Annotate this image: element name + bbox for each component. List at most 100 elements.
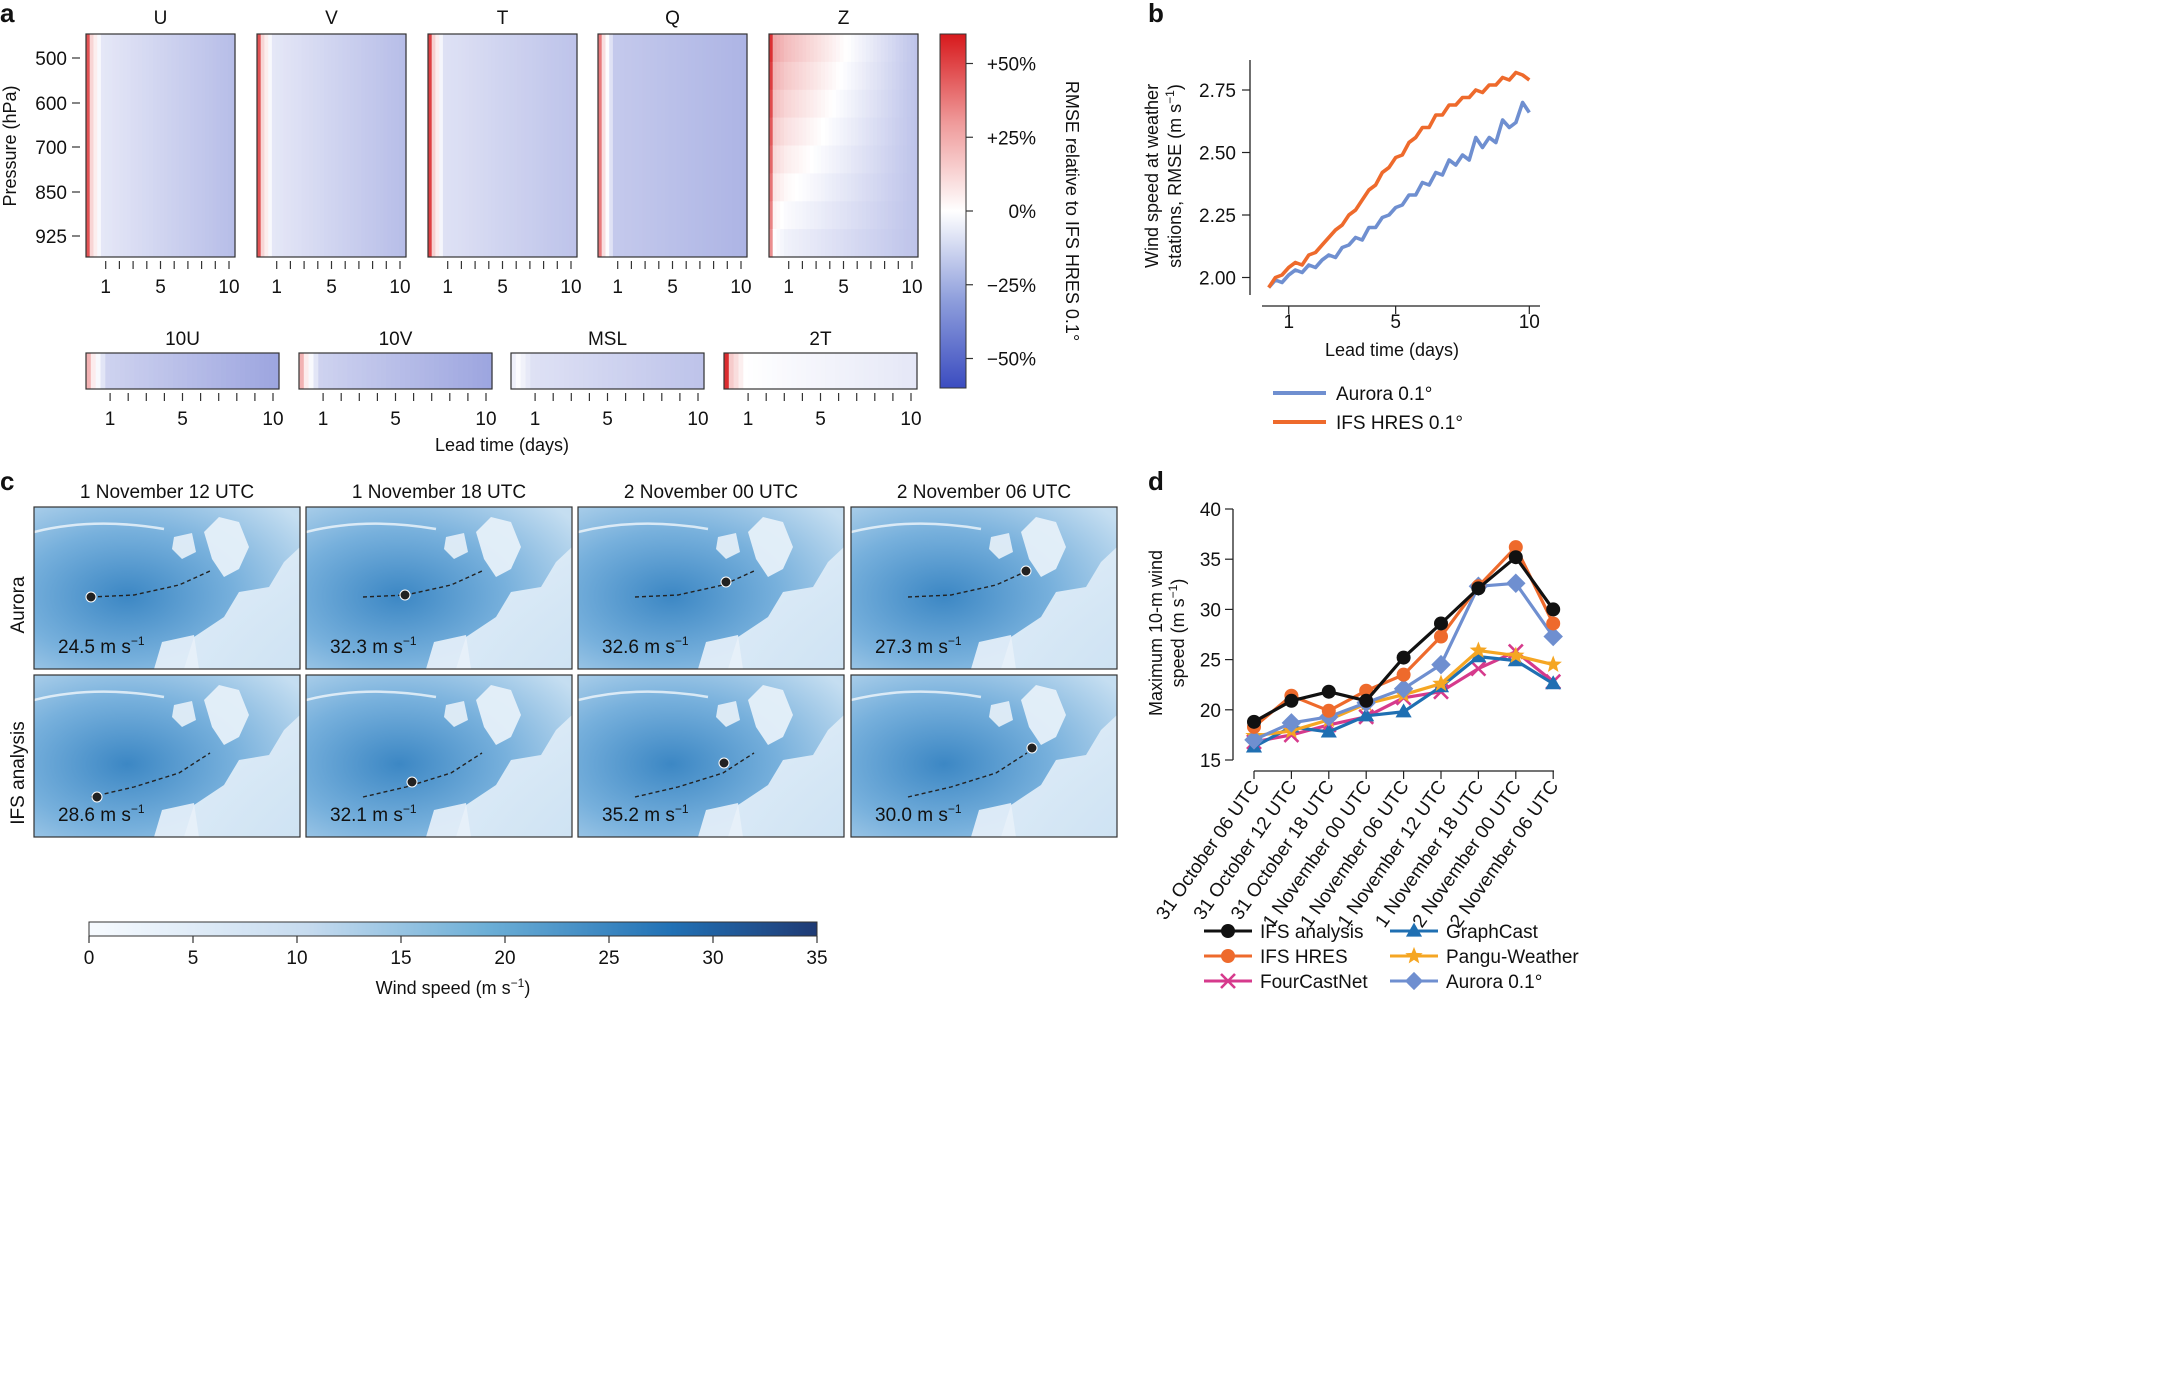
heatmap-cell [269, 353, 275, 389]
heatmap-cell [653, 34, 659, 257]
colorbar-tick-label: −25% [987, 276, 1036, 297]
heatmap-cell [780, 34, 785, 63]
heatmap-cell [791, 353, 797, 389]
heatmap-cell [824, 61, 830, 91]
heatmap-cell [847, 89, 852, 119]
heatmap-cell [798, 201, 804, 230]
heatmap-cell [824, 201, 830, 230]
heatmap-cell [112, 34, 117, 257]
heatmap-cell [851, 34, 856, 63]
storm-center-dot [1026, 742, 1038, 754]
heatmap-cell [211, 353, 217, 389]
heatmap-cell [836, 34, 841, 63]
map-max-wind-value: 28.6 m s [58, 805, 131, 826]
heatmap-cell [836, 229, 841, 258]
land-british-isles [204, 685, 249, 745]
x-tick-label: 5 [602, 409, 613, 430]
heatmap-cell [832, 34, 837, 63]
land-british-isles [748, 517, 793, 577]
heatmap-cell [906, 34, 912, 63]
heatmap-cell [888, 173, 893, 202]
heatmap-cell [836, 145, 841, 174]
heatmap-cell [862, 117, 867, 147]
panel-d-ylabel: Maximum 10-m wind [1146, 550, 1166, 716]
heatmap-cell [672, 34, 677, 257]
panel-a-colorbar-ticks: +50% +25% 0% −25% −50% [966, 55, 1036, 371]
map-max-wind-value: 27.3 m s [875, 637, 948, 658]
heatmap-cell [434, 353, 440, 389]
heatmap-cell [824, 89, 830, 119]
heatmap-cell [865, 145, 871, 174]
map-max-wind-value: 32.6 m s [602, 637, 675, 658]
heatmap-cell [335, 34, 340, 257]
colorbar-tick-label: 35 [806, 948, 827, 969]
heatmap-cell [772, 89, 777, 119]
heatmap-cell [892, 353, 899, 389]
heatmap-cell [361, 34, 366, 257]
heatmap-cell [134, 353, 140, 389]
heatmap-cell [301, 34, 306, 257]
row-label-aurora: Aurora [8, 576, 29, 633]
panel-b-ylabel-line2: stations, RMSE (m s [1165, 104, 1185, 268]
heatmap-cell [772, 201, 777, 230]
heatmap-cell [724, 353, 730, 389]
heatmap-cell [914, 201, 919, 230]
heatmap-cell [305, 34, 310, 257]
heatmap-cell [824, 117, 830, 147]
heatmap-cell [562, 34, 567, 257]
heatmap-cell [912, 353, 918, 389]
heatmap-cell [127, 34, 132, 257]
panel-c-colorbar-label: Wind speed (m s−1) [376, 976, 531, 998]
marker [1359, 683, 1374, 698]
heatmap-cell [385, 353, 392, 389]
heatmap-q: 1 5 10 [597, 33, 752, 298]
heatmap-cell [903, 117, 908, 147]
heatmap-cell [620, 34, 625, 257]
wind-map: 35.2 m s−1 [577, 674, 845, 838]
panel-c-colorbar [88, 921, 818, 937]
storm-center-dot [91, 791, 103, 803]
heatmap-cell [877, 145, 882, 174]
heatmap-cell [891, 34, 897, 63]
heatmap-cell [810, 173, 815, 202]
heatmap-cell [839, 229, 845, 258]
heatmap-cell [891, 145, 897, 174]
storm-track [634, 752, 755, 798]
heatmap-cell [642, 34, 647, 257]
colorbar-tick-label: 0% [1009, 202, 1037, 223]
heatmap-cell [698, 34, 703, 257]
heatmap-cell [757, 353, 764, 389]
heatmap-cell [847, 229, 852, 258]
land-british-isles [748, 685, 793, 745]
heatmap-cell [772, 61, 777, 91]
panel-b-ylabel-2: stations, RMSE (m s−1) [1163, 84, 1185, 268]
colorbar-tick-label: 0 [84, 948, 95, 969]
heatmap-cell [810, 117, 815, 147]
land-europe [728, 547, 844, 669]
heatmap-cell [796, 353, 802, 389]
heatmap-cell [753, 353, 759, 389]
heatmap-cell [347, 353, 353, 389]
marker [1507, 646, 1525, 663]
heatmap-cell [865, 173, 871, 202]
panel-d-ylabel-2: speed (m s−1) [1166, 579, 1188, 688]
heatmap-cell [309, 34, 314, 257]
heatmap-cell [439, 34, 444, 257]
heatmap-cell [858, 89, 863, 119]
heatmap-cell [910, 201, 915, 230]
heatmap-frame [256, 33, 407, 258]
heatmap-cell [141, 34, 147, 257]
colorbar-tick-label: 30 [702, 948, 723, 969]
heatmap-cell [835, 353, 841, 389]
colorbar-tick-label: +50% [987, 55, 1036, 76]
heatmap-cell [245, 353, 251, 389]
land-europe [184, 715, 300, 837]
heatmap-cell [839, 117, 845, 147]
heatmap-cell [657, 34, 662, 257]
map-frame [577, 506, 845, 670]
panel-a-colorbar [939, 33, 967, 389]
heatmap-cell [706, 34, 711, 257]
heatmap-cell [477, 353, 483, 389]
heatmap-cell [884, 61, 889, 91]
land-europe [184, 547, 300, 669]
